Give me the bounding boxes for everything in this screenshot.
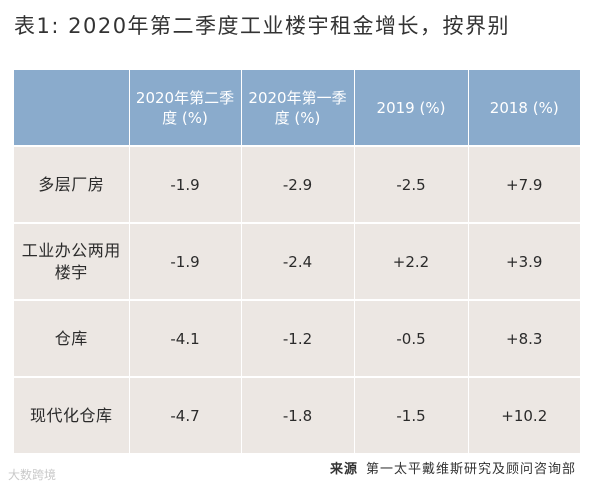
rent-growth-table: 2020年第二季度 (%) 2020年第一季度 (%) 2019 (%) 201… bbox=[14, 70, 580, 453]
table-cell: +7.9 bbox=[468, 145, 580, 223]
table-row: 工业办公两用楼宇 -1.9 -2.4 +2.2 +3.9 bbox=[14, 222, 580, 300]
table-cell: -4.7 bbox=[129, 376, 242, 453]
table-cell: -2.5 bbox=[354, 145, 469, 223]
table-cell: -1.8 bbox=[241, 376, 355, 453]
header-cell-2019: 2019 (%) bbox=[354, 70, 469, 146]
source-label: 来源 bbox=[329, 462, 358, 477]
row-label: 多层厂房 bbox=[14, 145, 130, 223]
table-cell: -0.5 bbox=[354, 299, 469, 377]
table-cell: +8.3 bbox=[468, 299, 580, 377]
page-title: 表1: 2020年第二季度工业楼宇租金增长，按界别 bbox=[14, 14, 511, 38]
table-row: 现代化仓库 -4.7 -1.8 -1.5 +10.2 bbox=[14, 376, 580, 453]
table-cell: +10.2 bbox=[468, 376, 580, 453]
table-cell: +3.9 bbox=[468, 222, 580, 300]
table-row: 仓库 -4.1 -1.2 -0.5 +8.3 bbox=[14, 299, 580, 377]
source-text: 第一太平戴维斯研究及顾问咨询部 bbox=[365, 462, 576, 477]
header-cell-empty bbox=[14, 70, 130, 146]
table-cell: -4.1 bbox=[129, 299, 242, 377]
table-cell: +2.2 bbox=[354, 222, 469, 300]
table-cell: -2.9 bbox=[241, 145, 355, 223]
row-label: 现代化仓库 bbox=[14, 376, 130, 453]
table-cell: -1.9 bbox=[129, 145, 242, 223]
table-cell: -1.9 bbox=[129, 222, 242, 300]
watermark-text: 大数跨境 bbox=[8, 468, 57, 482]
header-cell-2020q1: 2020年第一季度 (%) bbox=[241, 70, 355, 146]
table-row: 多层厂房 -1.9 -2.9 -2.5 +7.9 bbox=[14, 145, 580, 223]
watermark: 大数跨境 bbox=[8, 466, 56, 483]
header-row: 2020年第二季度 (%) 2020年第一季度 (%) 2019 (%) 201… bbox=[14, 70, 580, 146]
source-note: 来源 第一太平戴维斯研究及顾问咨询部 bbox=[330, 458, 576, 477]
row-label: 仓库 bbox=[14, 299, 130, 377]
table-cell: -2.4 bbox=[241, 222, 355, 300]
header-cell-2020q2: 2020年第二季度 (%) bbox=[129, 70, 242, 146]
table-cell: -1.2 bbox=[241, 299, 355, 377]
table-cell: -1.5 bbox=[354, 376, 469, 453]
data-table: 2020年第二季度 (%) 2020年第一季度 (%) 2019 (%) 201… bbox=[14, 70, 580, 453]
row-label: 工业办公两用楼宇 bbox=[14, 222, 130, 300]
header-cell-2018: 2018 (%) bbox=[468, 70, 580, 146]
